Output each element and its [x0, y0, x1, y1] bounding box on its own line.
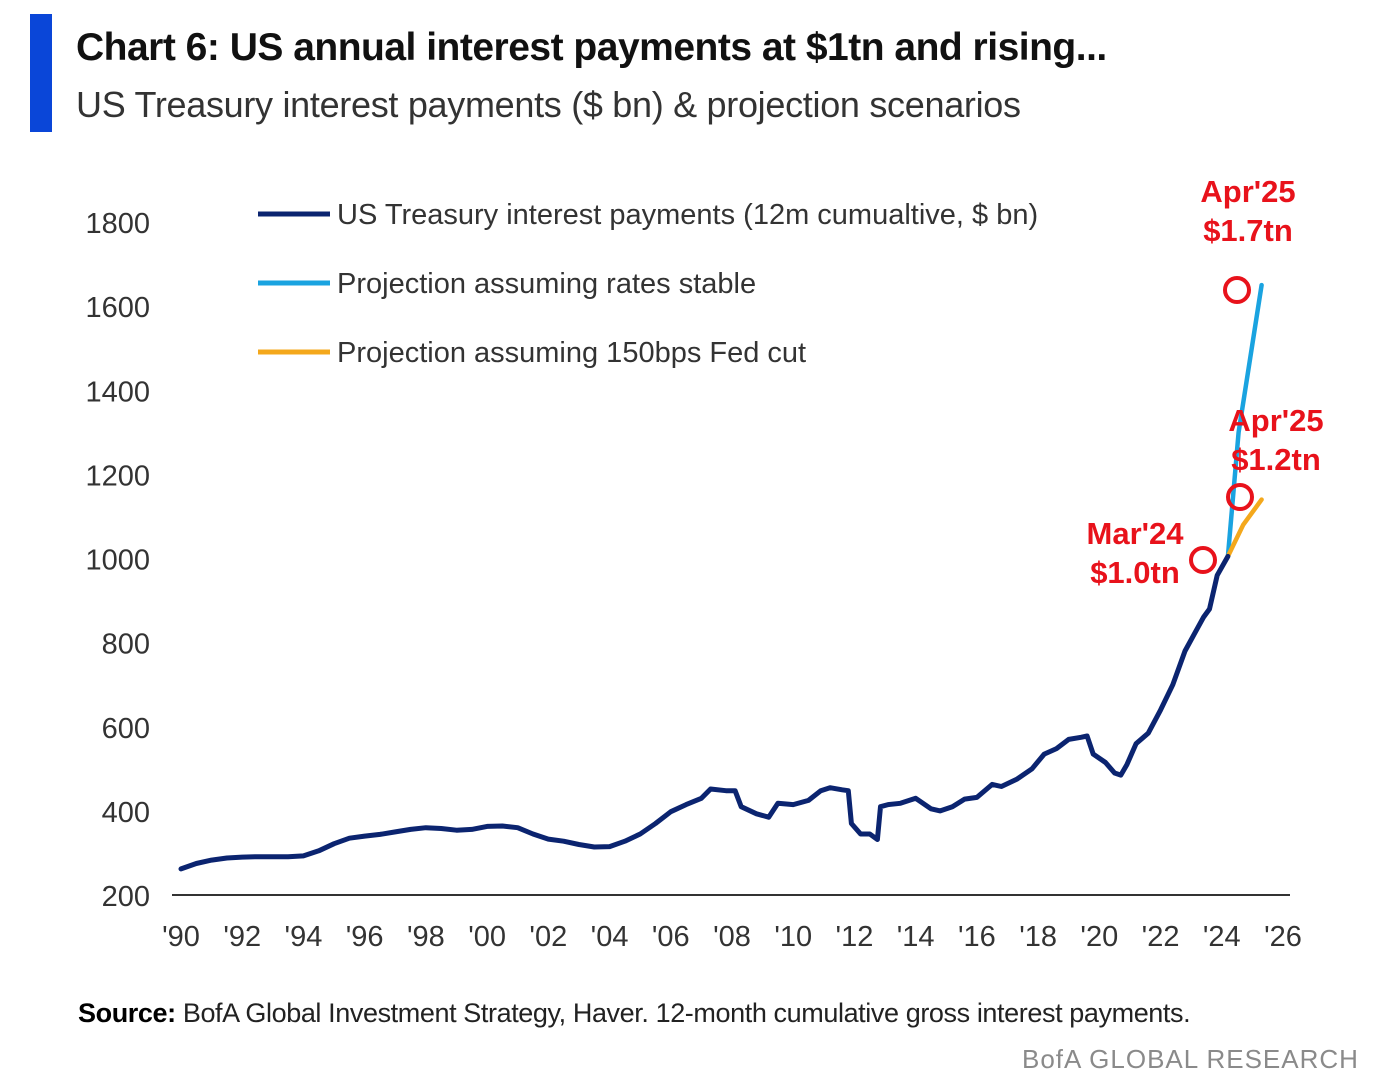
x-tick-label: '00	[468, 921, 506, 953]
x-tick-label: '12	[836, 921, 874, 953]
x-tick-label: '02	[529, 921, 567, 953]
y-tick-label: 1600	[85, 292, 150, 324]
line-chart: 200 400 600 800 1000 1200 1400 1600 1800 '90 '92 '9…	[85, 174, 1323, 953]
x-tick-label: '04	[591, 921, 629, 953]
chart-title: Chart 6: US annual interest payments at …	[76, 26, 1107, 69]
chart-subtitle: US Treasury interest payments ($ bn) & p…	[76, 84, 1021, 125]
x-tick-label: '26	[1264, 921, 1302, 953]
series-line-1	[1225, 282, 1264, 559]
legend-label: US Treasury interest payments (12m cumua…	[337, 199, 1038, 231]
annotation-label: Mar'24	[1087, 516, 1185, 551]
x-tick-label: '16	[958, 921, 996, 953]
annotation-marker	[1226, 483, 1254, 511]
source-label: Source:	[78, 998, 176, 1028]
y-tick-label: 1000	[85, 545, 150, 577]
annotation-label: $1.7tn	[1203, 213, 1293, 248]
x-tick-label: '20	[1080, 921, 1118, 953]
x-tick-label: '90	[162, 921, 200, 953]
x-tick-label: '96	[346, 921, 384, 953]
y-tick-label: 200	[102, 881, 150, 913]
legend-label: Projection assuming rates stable	[337, 268, 756, 300]
x-tick-label: '08	[713, 921, 751, 953]
x-tick-label: '98	[407, 921, 445, 953]
annotation-label: Apr'25	[1228, 403, 1323, 438]
y-tick-label: 1800	[85, 208, 150, 240]
source-text: BofA Global Investment Strategy, Haver. …	[175, 998, 1191, 1028]
legend-label: Projection assuming 150bps Fed cut	[337, 337, 806, 369]
annotation-label: $1.0tn	[1090, 555, 1180, 590]
x-tick-label: '10	[774, 921, 812, 953]
y-tick-label: 1400	[85, 376, 150, 408]
annotation-label: Apr'25	[1200, 174, 1295, 209]
x-tick-label: '18	[1019, 921, 1057, 953]
x-tick-label: '22	[1142, 921, 1180, 953]
y-tick-label: 1200	[85, 460, 150, 492]
y-tick-label: 400	[102, 797, 150, 829]
x-tick-label: '92	[223, 921, 261, 953]
annotation-label: $1.2tn	[1231, 442, 1321, 477]
annotation-marker	[1189, 546, 1217, 574]
source-note: Source: BofA Global Investment Strategy,…	[78, 998, 1191, 1029]
x-tick-label: '06	[652, 921, 690, 953]
y-tick-label: 800	[102, 629, 150, 661]
annotation-marker	[1223, 276, 1251, 304]
y-tick-label: 600	[102, 713, 150, 745]
x-tick-label: '94	[285, 921, 323, 953]
series-line-0	[178, 553, 1231, 872]
series-line-2	[1225, 497, 1264, 559]
x-tick-label: '24	[1203, 921, 1241, 953]
x-tick-label: '14	[897, 921, 935, 953]
brand-footer: BofA GLOBAL RESEARCH	[1022, 1044, 1359, 1074]
accent-bar	[30, 14, 52, 132]
